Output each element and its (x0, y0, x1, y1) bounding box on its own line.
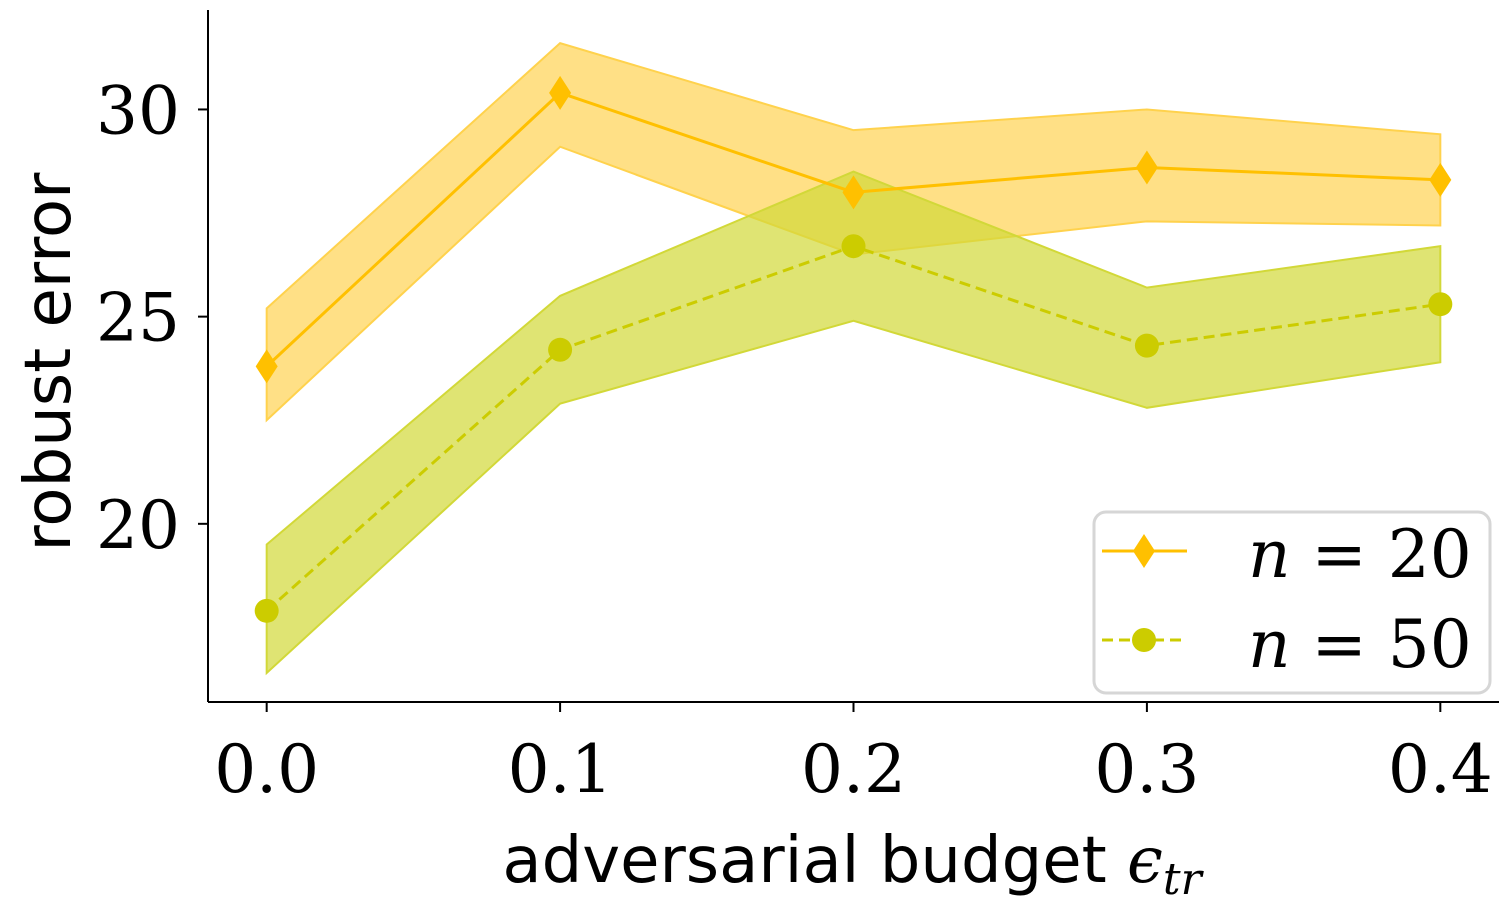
x-axis-label-subscript: tr (1163, 854, 1205, 905)
legend-label-n50: n = 50 (1248, 606, 1472, 683)
confidence-bands (265, 42, 1442, 676)
band-series-1 (265, 170, 1442, 676)
x-tick-label-2: 0.2 (801, 731, 906, 808)
x-ticks: 0.0 0.1 0.2 0.3 0.4 (214, 702, 1493, 808)
x-tick-label-0: 0.0 (214, 731, 319, 808)
point-series-1-3 (1134, 333, 1159, 358)
x-axis-label: adversarial budget ϵtr (502, 824, 1204, 905)
y-ticks: 20 25 30 (96, 72, 208, 564)
legend-marker-n50 (1132, 628, 1156, 652)
series-markers (254, 75, 1453, 623)
point-series-0-2 (842, 175, 865, 210)
point-series-0-0 (255, 349, 278, 384)
y-tick-label-0: 20 (96, 487, 180, 564)
point-series-0-4 (1429, 162, 1452, 197)
point-series-0-3 (1135, 150, 1158, 185)
y-tick-label-2: 30 (96, 72, 180, 149)
y-axis-label: robust error (12, 172, 86, 552)
point-series-1-1 (548, 337, 573, 362)
point-series-0-1 (549, 75, 572, 110)
x-tick-label-4: 0.4 (1388, 731, 1493, 808)
x-tick-label-3: 0.3 (1094, 731, 1199, 808)
y-tick-label-1: 25 (96, 280, 180, 357)
x-axis-label-math: ϵ (1127, 824, 1163, 898)
legend-marker-n20 (1133, 534, 1155, 568)
x-tick-label-1: 0.1 (508, 731, 613, 808)
legend-box (1092, 510, 1492, 695)
legend: n = 20 n = 50 (1092, 510, 1492, 695)
point-series-1-2 (841, 234, 866, 259)
point-series-1-0 (254, 598, 279, 623)
legend-label-n20: n = 20 (1248, 516, 1472, 593)
point-series-1-4 (1428, 292, 1453, 317)
